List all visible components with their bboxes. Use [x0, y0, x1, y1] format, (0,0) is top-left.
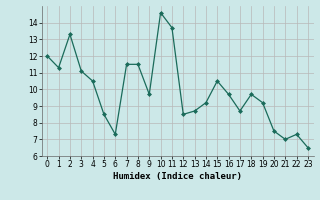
- X-axis label: Humidex (Indice chaleur): Humidex (Indice chaleur): [113, 172, 242, 181]
